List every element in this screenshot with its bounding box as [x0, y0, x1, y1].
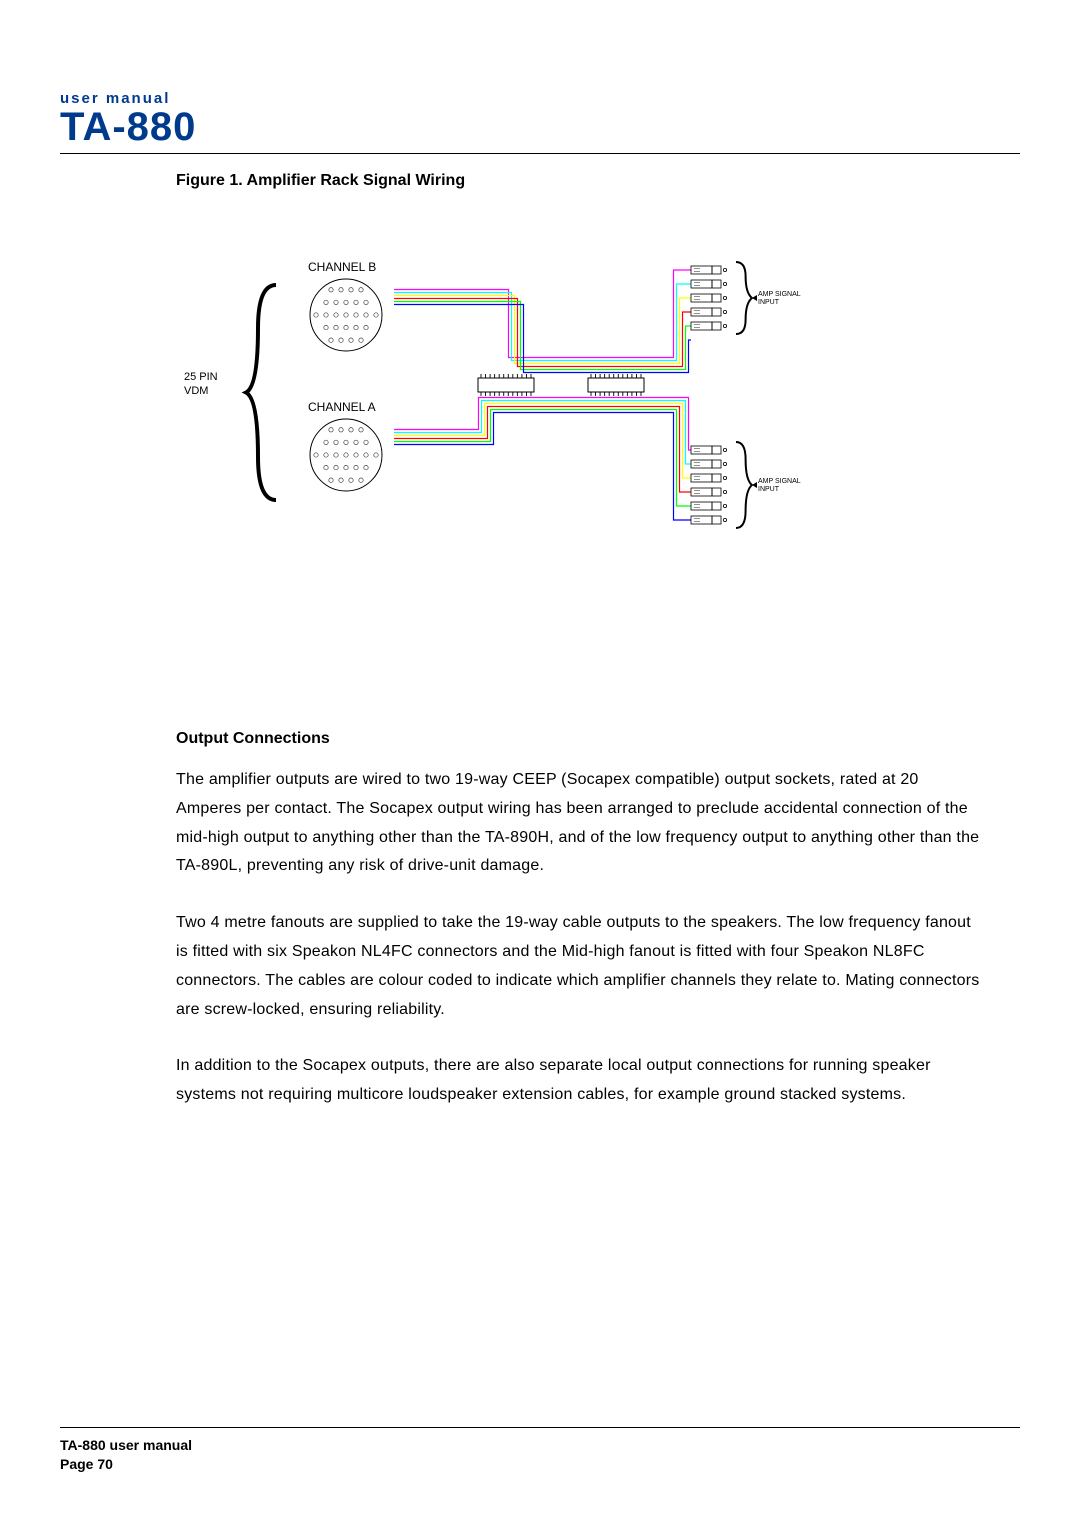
content-area: Figure 1. Amplifier Rack Signal Wiring 2…	[176, 172, 980, 1110]
svg-text:INPUT: INPUT	[758, 486, 780, 493]
svg-text:VDM: VDM	[184, 385, 208, 397]
svg-text:AMP SIGNAL: AMP SIGNAL	[758, 291, 801, 298]
svg-text:AMP SIGNAL: AMP SIGNAL	[758, 478, 801, 485]
manual-page: user manual TA-880 Figure 1. Amplifier R…	[0, 0, 1080, 1528]
wiring-svg: 25 PINVDMCHANNEL BCHANNEL AAMP SIGNALINP…	[176, 230, 816, 610]
figure-caption: Figure 1. Amplifier Rack Signal Wiring	[176, 172, 980, 190]
footer-line-1: TA-880 user manual	[60, 1436, 1020, 1455]
header-title: TA-880	[60, 107, 1020, 147]
svg-text:CHANNEL B: CHANNEL B	[308, 260, 376, 274]
page-header: user manual TA-880	[60, 90, 1020, 154]
paragraph-2: Two 4 metre fanouts are supplied to take…	[176, 909, 980, 1024]
wiring-diagram: 25 PINVDMCHANNEL BCHANNEL AAMP SIGNALINP…	[176, 230, 816, 610]
header-subtitle: user manual	[60, 90, 1020, 107]
section-heading: Output Connections	[176, 730, 980, 748]
paragraph-1: The amplifier outputs are wired to two 1…	[176, 766, 980, 881]
footer-line-2: Page 70	[60, 1455, 1020, 1474]
svg-text:CHANNEL A: CHANNEL A	[308, 400, 376, 414]
svg-text:INPUT: INPUT	[758, 299, 780, 306]
paragraph-3: In addition to the Socapex outputs, ther…	[176, 1052, 980, 1110]
svg-text:25 PIN: 25 PIN	[184, 371, 218, 383]
page-footer: TA-880 user manual Page 70	[60, 1427, 1020, 1474]
